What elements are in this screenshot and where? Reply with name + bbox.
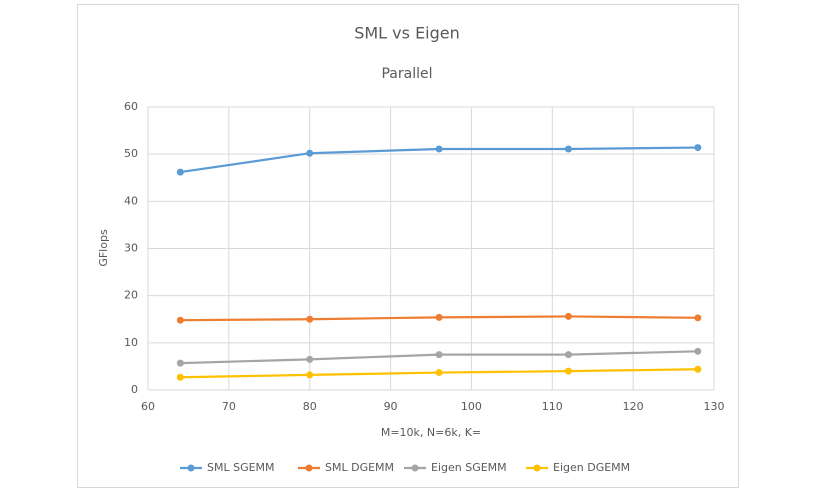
chart-border xyxy=(77,4,739,488)
y-tick-label: 50 xyxy=(124,147,138,160)
data-point xyxy=(306,355,314,363)
x-tick-label: 60 xyxy=(141,400,155,413)
x-tick-label: 120 xyxy=(623,400,644,413)
data-point xyxy=(564,367,572,375)
legend-label: Eigen SGEMM xyxy=(431,461,507,474)
data-point xyxy=(564,145,572,153)
data-point xyxy=(694,365,702,373)
data-point xyxy=(694,314,702,322)
y-axis-label: GFlops xyxy=(97,229,110,267)
legend-label: SML DGEMM xyxy=(325,461,394,474)
legend-marker xyxy=(411,464,419,472)
x-tick-label: 110 xyxy=(542,400,563,413)
data-point xyxy=(564,351,572,359)
x-tick-label: 70 xyxy=(222,400,236,413)
x-axis-label: M=10k, N=6k, K= xyxy=(381,426,481,439)
data-point xyxy=(435,369,443,377)
legend-label: Eigen DGEMM xyxy=(553,461,630,474)
legend-marker xyxy=(187,464,195,472)
data-point xyxy=(176,359,184,367)
legend-marker xyxy=(305,464,313,472)
y-tick-label: 40 xyxy=(124,194,138,207)
x-tick-label: 100 xyxy=(461,400,482,413)
data-point xyxy=(306,149,314,157)
x-tick-label: 80 xyxy=(303,400,317,413)
data-point xyxy=(435,351,443,359)
data-point xyxy=(176,373,184,381)
x-tick-label: 130 xyxy=(704,400,725,413)
y-tick-label: 30 xyxy=(124,242,138,255)
y-tick-label: 20 xyxy=(124,289,138,302)
data-point xyxy=(176,316,184,324)
legend-label: SML SGEMM xyxy=(207,461,275,474)
legend-marker xyxy=(533,464,541,472)
data-point xyxy=(306,315,314,323)
x-tick-label: 90 xyxy=(384,400,398,413)
data-point xyxy=(564,312,572,320)
y-tick-label: 60 xyxy=(124,100,138,113)
data-point xyxy=(694,347,702,355)
data-point xyxy=(435,313,443,321)
data-point xyxy=(306,371,314,379)
chart-subtitle: Parallel xyxy=(381,66,432,82)
data-point xyxy=(435,145,443,153)
y-tick-label: 0 xyxy=(131,383,138,396)
data-point xyxy=(176,168,184,176)
data-point xyxy=(694,144,702,152)
y-tick-label: 10 xyxy=(124,336,138,349)
chart-title: SML vs Eigen xyxy=(354,24,460,43)
